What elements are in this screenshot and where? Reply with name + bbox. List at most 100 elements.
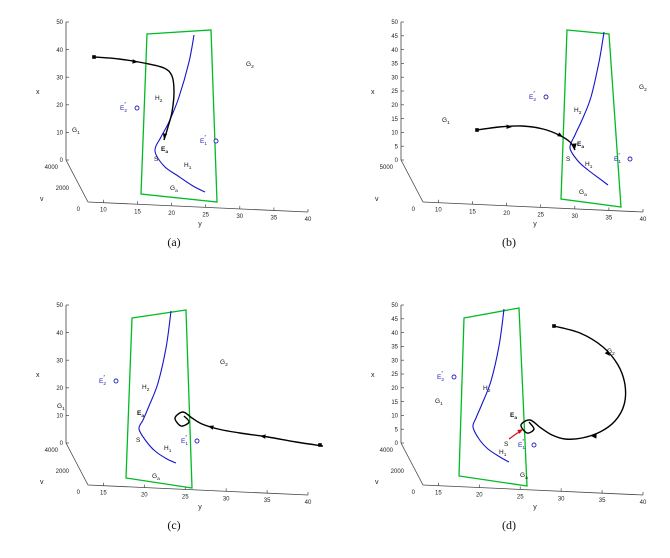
- annotation-h2: H2: [574, 107, 582, 116]
- v-axis-label: v: [40, 479, 44, 486]
- annotation-h1: H1: [499, 449, 507, 458]
- annotation-g2: G2: [246, 61, 254, 70]
- y-tick-label: 25: [517, 494, 524, 500]
- direction-arrow-icon: [208, 425, 214, 430]
- panel-a: 0 10 20 30 40 50 4000 2000 0 10 15 20 25 30 35 40 x v y G1 G…: [0, 0, 335, 279]
- v-tick-label: 4000: [45, 165, 59, 171]
- v-tick-label: 0: [77, 207, 81, 213]
- x-tick-label: 40: [56, 48, 63, 54]
- x-tick-label: 50: [56, 303, 63, 309]
- trajectory-curve: [174, 411, 324, 447]
- x-tick-label: 50: [56, 20, 63, 26]
- panel-d: 0 5 10 15 20 25 30 35 40 45 50 4000 2000 0 15 20 25 30 35 4…: [335, 279, 670, 558]
- annotation-ea: Ea: [161, 146, 168, 155]
- x-tick-label: 25: [391, 89, 398, 95]
- y-tick-label: 10: [435, 208, 442, 214]
- x-tick-label: 0: [60, 158, 64, 164]
- x-tick-label: 50: [391, 303, 398, 309]
- panel-b-caption: (b): [502, 235, 516, 249]
- panel-b: 0 5 10 15 20 25 30 35 40 45 50 5000 0 10 15 20 25 30 35 40 x…: [335, 0, 670, 279]
- annotation-ea: Ea: [510, 412, 517, 421]
- nullcline-curve: [154, 34, 206, 193]
- y-axis-label: y: [533, 221, 537, 228]
- y-tick-label: 35: [599, 498, 606, 504]
- annotation-e1*: E1*: [181, 434, 188, 447]
- y-tick-label: 25: [202, 212, 209, 218]
- direction-arrow-icon: [506, 124, 512, 129]
- annotation-e1*: E1*: [518, 438, 525, 451]
- x-tick-label: 20: [56, 103, 63, 109]
- equilibrium-marker: [543, 94, 549, 100]
- annotation-g1: G1: [57, 403, 65, 412]
- plot-c: 0 10 20 30 40 50 4000 2000 0 15 20 25 30 35 40 x v y G1 G2 E…: [36, 303, 324, 511]
- annotation-g1: G1: [435, 398, 443, 407]
- x-tick-label: 45: [391, 34, 398, 40]
- equilibrium-marker: [531, 442, 537, 448]
- x-tick-label: 40: [56, 331, 63, 337]
- equilibrium-marker: [627, 156, 633, 162]
- y-tick-label: 35: [606, 215, 613, 221]
- v-axis-label: v: [40, 196, 44, 203]
- x-tick-label: 5: [395, 144, 399, 150]
- nullcline-curve: [138, 310, 177, 464]
- plot-a: 0 10 20 30 40 50 4000 2000 0 10 15 20 25 30 35 40 x v y G1 G…: [36, 20, 312, 228]
- x-tick-label: 45: [391, 317, 398, 323]
- x-tick-label: 0: [395, 158, 399, 164]
- v-axis-label: v: [375, 479, 379, 486]
- annotation-h1: H1: [585, 161, 593, 170]
- y-tick-label: 20: [141, 493, 148, 499]
- v-tick-label: 0: [77, 490, 81, 496]
- annotation-h2: H2: [155, 95, 163, 104]
- annotation-e2*: E2*: [437, 370, 444, 383]
- x-tick-label: 15: [391, 400, 398, 406]
- annotation-g2: G2: [607, 348, 615, 357]
- annotation-g1: G1: [72, 127, 80, 136]
- annotation-s: S: [136, 437, 141, 444]
- x-tick-label: 40: [391, 48, 398, 54]
- nullcline-curve: [472, 308, 510, 463]
- x-tick-label: 30: [391, 75, 398, 81]
- x-tick-label: 5: [395, 427, 399, 433]
- equilibrium-marker: [194, 438, 200, 444]
- v-axis-label: v: [375, 196, 379, 203]
- v-tick-label: 5000: [380, 165, 394, 171]
- y-tick-label: 30: [223, 496, 230, 502]
- x-tick-label: 35: [391, 62, 398, 68]
- x-axis-label: x: [371, 372, 375, 379]
- x-tick-label: 0: [395, 441, 399, 447]
- direction-arrow-icon: [557, 132, 563, 137]
- y-tick-label: 15: [100, 491, 107, 497]
- v-tick-label: 4000: [380, 448, 394, 454]
- annotation-e2*: E2*: [99, 374, 106, 387]
- direction-arrow-icon: [591, 434, 597, 439]
- x-axis-label: x: [36, 89, 40, 96]
- direction-arrow-icon: [572, 143, 577, 149]
- annotation-g1: G1: [442, 117, 450, 126]
- x-tick-label: 30: [391, 358, 398, 364]
- annotation-g2: G2: [220, 359, 228, 368]
- x-tick-label: 35: [391, 345, 398, 351]
- annotation-h2: H2: [142, 384, 150, 393]
- x-tick-label: 10: [391, 131, 398, 137]
- y-tick-label: 35: [271, 215, 278, 221]
- equilibrium-marker: [113, 378, 119, 384]
- y-axis-label: y: [198, 221, 202, 228]
- x-tick-label: 10: [56, 131, 63, 137]
- axis-line: [65, 442, 89, 486]
- annotation-h1: H1: [184, 162, 192, 171]
- axis-line: [400, 159, 424, 203]
- invariant-plane: [560, 29, 622, 208]
- annotation-e1*: E1*: [200, 134, 207, 147]
- start-point-marker: [92, 55, 96, 59]
- axis-line: [400, 442, 424, 486]
- y-tick-label: 40: [305, 217, 312, 223]
- invariant-plane: [458, 307, 528, 487]
- annotation-g2: G2: [639, 84, 647, 93]
- v-tick-label: 0: [412, 490, 416, 496]
- start-point-marker: [318, 443, 322, 447]
- v-tick-label: 2000: [56, 469, 70, 475]
- axis-line: [87, 201, 309, 213]
- panel-d-caption: (d): [502, 518, 516, 532]
